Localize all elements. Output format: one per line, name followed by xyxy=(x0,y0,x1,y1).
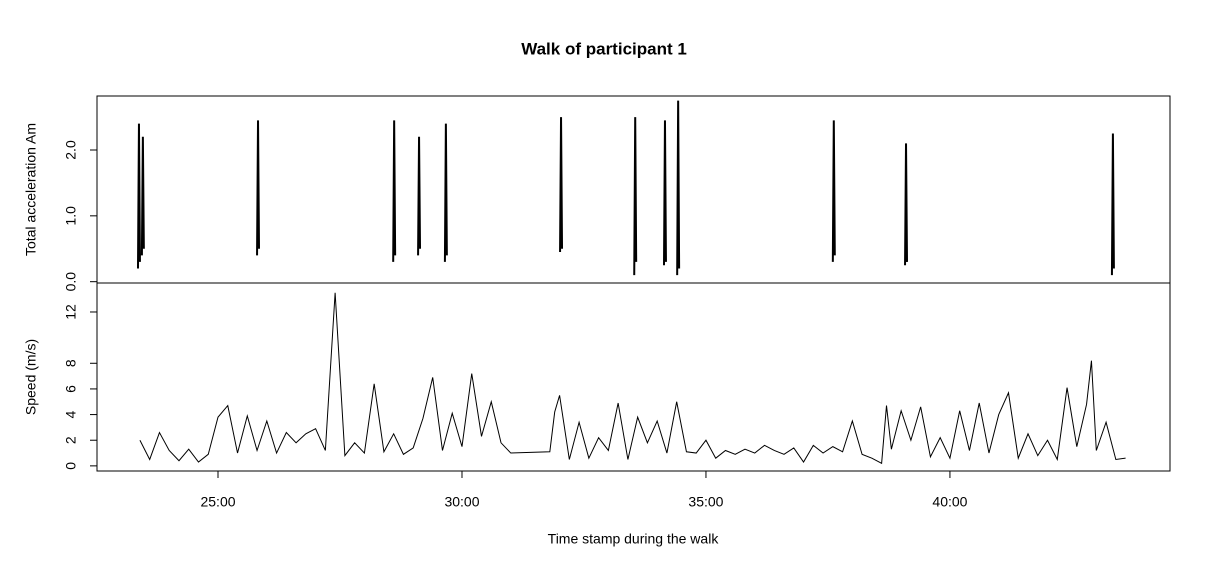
y-tick-label: 2 xyxy=(63,436,79,444)
chart-title: Walk of participant 1 xyxy=(521,39,687,58)
y-tick-label: 0.0 xyxy=(63,272,79,292)
y-tick-label: 12 xyxy=(63,304,79,320)
data-line xyxy=(139,292,1126,465)
y-tick-label: 8 xyxy=(63,359,79,367)
y-axis-label: Speed (m/s) xyxy=(23,339,39,415)
x-tick-label: 35:00 xyxy=(688,494,723,510)
x-axis-label: Time stamp during the walk xyxy=(548,531,720,547)
y-tick-label: 4 xyxy=(63,410,79,418)
data-line xyxy=(136,100,1115,276)
y-tick-label: 2.0 xyxy=(63,140,79,160)
x-tick-label: 40:00 xyxy=(932,494,967,510)
x-tick-label: 30:00 xyxy=(444,494,479,510)
y-tick-label: 6 xyxy=(63,385,79,393)
panel-frame xyxy=(96,282,1171,472)
x-tick-label: 25:00 xyxy=(200,494,235,510)
y-axis-label: Total acceleration Am xyxy=(23,123,39,256)
y-tick-label: 1.0 xyxy=(63,206,79,226)
y-tick-label: 0 xyxy=(63,462,79,470)
